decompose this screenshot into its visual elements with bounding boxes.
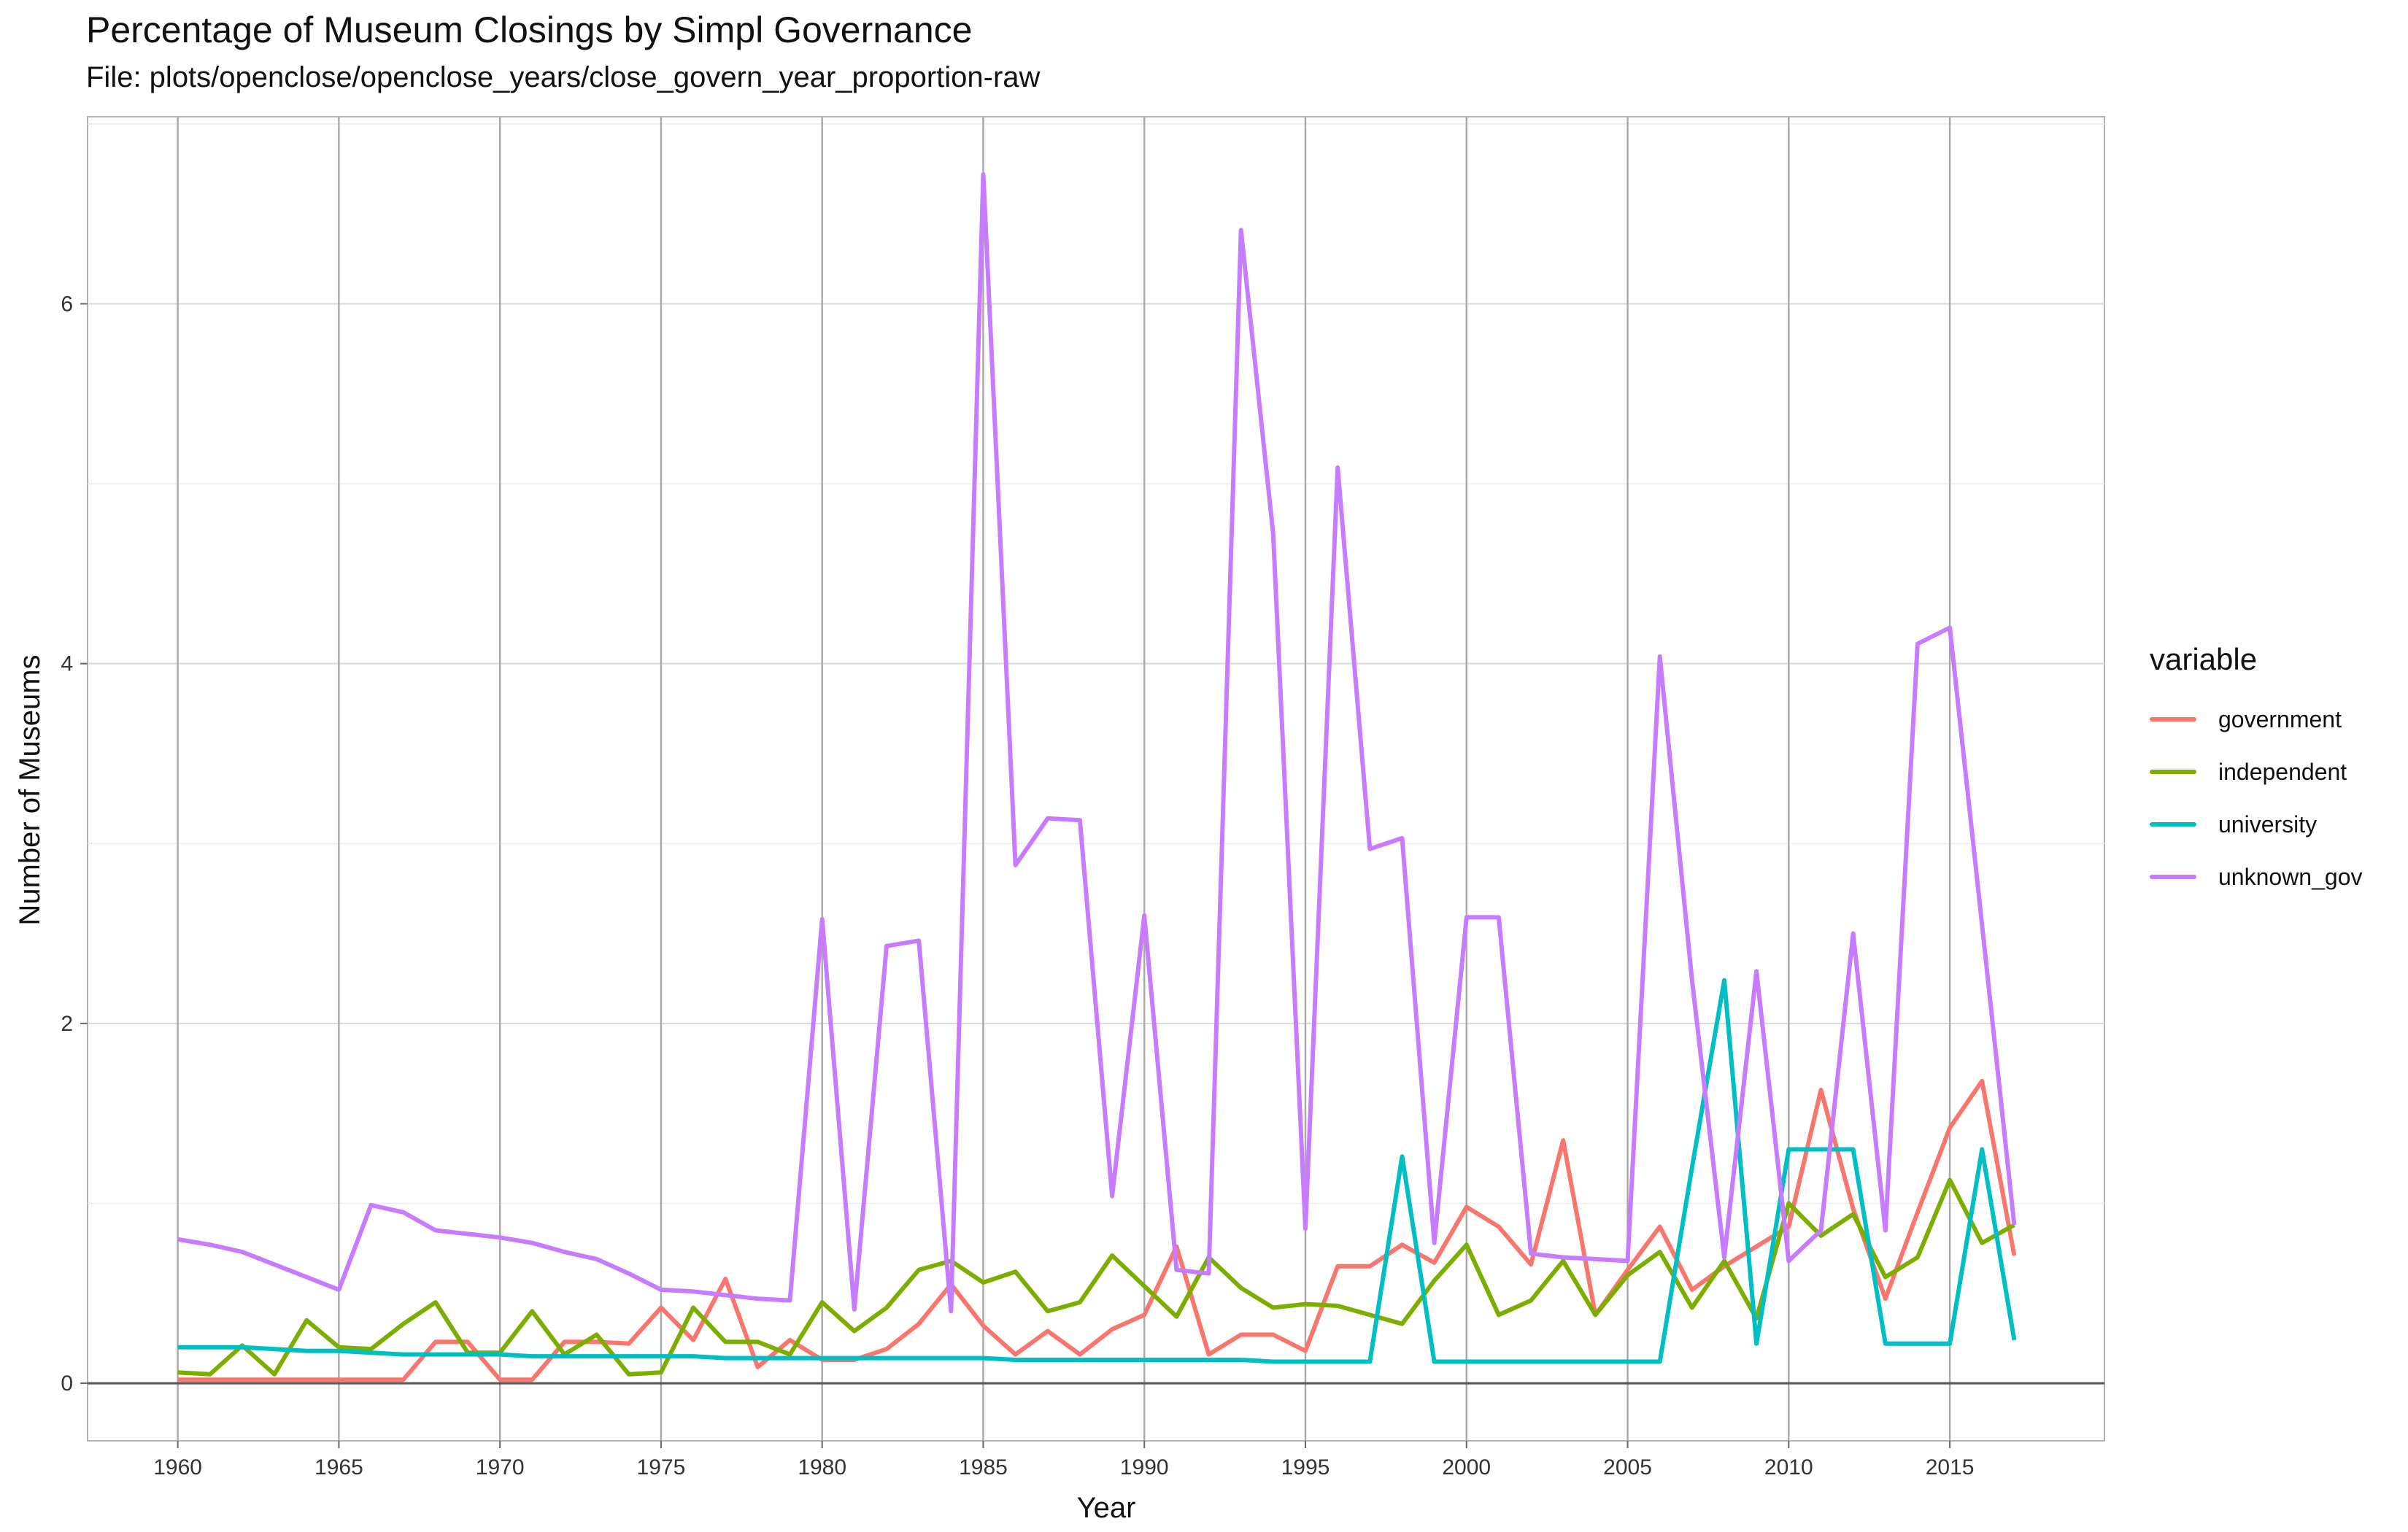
legend-key: [2150, 717, 2196, 721]
x-tick-label: 2005: [1603, 1455, 1652, 1479]
y-axis-title: Number of Museums: [14, 654, 46, 925]
x-tick-label: 1975: [637, 1455, 686, 1479]
legend-items: government independent university unknown_g…: [2150, 693, 2362, 903]
series-line-independent: [177, 1177, 2015, 1377]
legend-key: [2150, 875, 2196, 879]
x-tick-label: 2000: [1442, 1455, 1491, 1479]
legend-key: [2150, 822, 2196, 827]
legend-label: university: [2218, 811, 2318, 837]
x-tick-label: 1970: [476, 1455, 525, 1479]
legend-key: [2150, 770, 2196, 774]
chart-title: Percentage of Museum Closings by Simpl G…: [86, 9, 973, 50]
chart-subtitle: File: plots/openclose/openclose_years/cl…: [86, 61, 1041, 93]
x-tick-label: 2010: [1764, 1455, 1813, 1479]
series-lines: [177, 171, 2017, 1382]
series-line-government: [177, 1078, 2017, 1382]
legend-label: independent: [2218, 758, 2347, 785]
grid-lines: [87, 116, 2105, 1442]
x-tick-label: 1995: [1281, 1455, 1330, 1479]
x-tick-label: 2015: [1926, 1455, 1975, 1479]
x-tick-label: 1985: [959, 1455, 1008, 1479]
legend-title: variable: [2150, 642, 2258, 676]
y-tick-label: 6: [61, 292, 73, 316]
y-tick-label: 2: [61, 1012, 73, 1036]
legend-label: unknown_gov: [2218, 863, 2363, 890]
axes: 1960 1965 1970 1975 1980 1985 1990 1995 2000 2005…: [61, 292, 1974, 1479]
y-tick-label: 0: [61, 1372, 73, 1396]
x-axis-title: Year: [1077, 1492, 1136, 1524]
legend-item-university: university: [2150, 798, 2362, 851]
series-line-university: [177, 978, 2017, 1364]
x-tick-label: 1990: [1120, 1455, 1169, 1479]
plot-panel-border: [87, 116, 2105, 1442]
series-line-unknown-gov: [177, 171, 2017, 1314]
x-tick-label: 1960: [153, 1455, 202, 1479]
legend-label: government: [2218, 705, 2342, 732]
legend-item-independent: independent: [2150, 746, 2362, 798]
x-tick-label: 1965: [314, 1455, 363, 1479]
legend: variable government independent university…: [2150, 642, 2362, 903]
legend-item-unknown-gov: unknown_gov: [2150, 851, 2362, 903]
legend-item-government: government: [2150, 693, 2362, 746]
y-tick-label: 4: [61, 652, 73, 676]
x-tick-label: 1980: [798, 1455, 846, 1479]
